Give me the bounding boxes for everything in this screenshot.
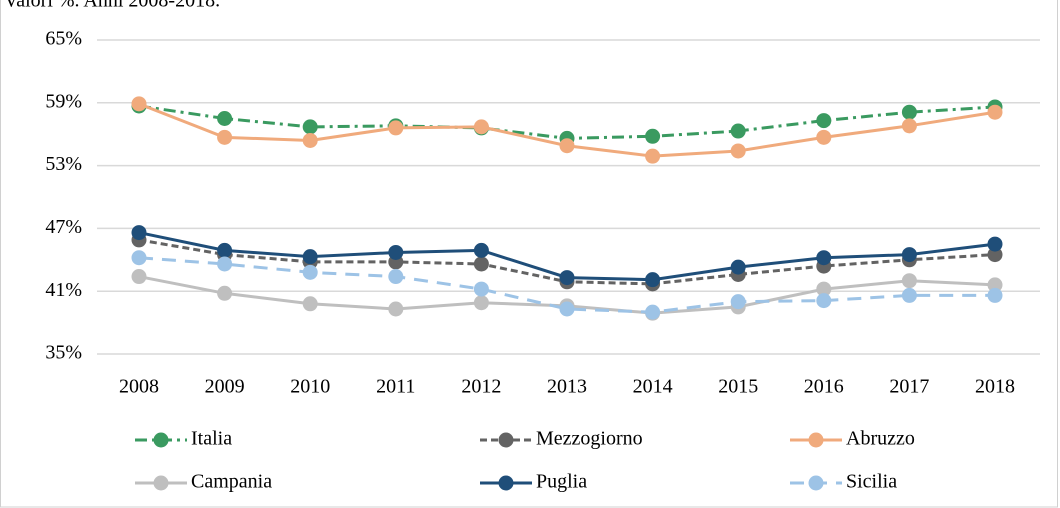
data-point [217, 129, 233, 145]
x-tick-label: 2008 [119, 376, 159, 398]
data-point [901, 104, 917, 120]
y-tick-label: 41% [45, 279, 82, 301]
data-point [645, 128, 661, 144]
data-point [645, 304, 661, 320]
data-point [131, 269, 147, 285]
series-line [138, 256, 995, 314]
legend-marker [153, 475, 169, 491]
legend-marker [153, 432, 169, 448]
data-point [816, 129, 832, 145]
data-point [131, 225, 147, 241]
y-tick-label: 65% [45, 28, 82, 50]
data-point [388, 301, 404, 317]
data-point [131, 96, 147, 112]
data-point [816, 281, 832, 297]
x-tick-label: 2009 [205, 376, 245, 398]
y-tick-label: 53% [45, 153, 82, 175]
x-tick-label: 2017 [889, 376, 929, 398]
data-point [302, 249, 318, 265]
x-tick-label: 2015 [718, 376, 758, 398]
data-point [473, 256, 489, 272]
data-point [816, 113, 832, 129]
legend-label: Puglia [536, 471, 587, 493]
data-point [217, 242, 233, 258]
data-point [302, 119, 318, 135]
data-point [730, 143, 746, 159]
data-point [302, 296, 318, 312]
data-point [302, 132, 318, 148]
legend-marker [498, 475, 514, 491]
y-tick-label: 35% [45, 342, 82, 364]
data-point [473, 281, 489, 297]
data-point [473, 242, 489, 258]
data-point [987, 277, 1003, 293]
data-point [901, 273, 917, 289]
chart-subtitle: Valori %. Anni 2008-2018. [4, 0, 220, 12]
data-point [559, 270, 575, 286]
data-point [730, 294, 746, 310]
data-point [645, 272, 661, 288]
x-tick-label: 2014 [633, 376, 673, 398]
data-point [987, 104, 1003, 120]
data-point [217, 285, 233, 301]
data-point [388, 120, 404, 136]
x-tick-label: 2012 [461, 376, 501, 398]
legend-label: Mezzogiorno [536, 428, 643, 450]
data-point [302, 264, 318, 280]
legend-marker [498, 432, 514, 448]
data-point [131, 250, 147, 266]
data-point [473, 119, 489, 135]
data-point [901, 287, 917, 303]
legend-label: Campania [191, 471, 272, 493]
x-tick-label: 2011 [376, 376, 415, 398]
data-point [987, 247, 1003, 263]
data-point [816, 293, 832, 309]
data-point [987, 236, 1003, 252]
y-tick-label: 47% [45, 216, 82, 238]
data-point [473, 295, 489, 311]
legend-label: Sicilia [846, 471, 897, 493]
data-point [816, 250, 832, 266]
data-point [388, 244, 404, 260]
data-point [987, 287, 1003, 303]
data-point [901, 247, 917, 263]
x-tick-label: 2013 [547, 376, 587, 398]
x-tick-label: 2016 [804, 376, 844, 398]
legend-marker [808, 432, 824, 448]
legend-label: Abruzzo [846, 428, 915, 450]
data-point [388, 269, 404, 285]
data-point [645, 148, 661, 164]
data-point [217, 256, 233, 272]
x-tick-label: 2018 [975, 376, 1015, 398]
data-point [730, 259, 746, 275]
data-point [217, 111, 233, 126]
data-point [559, 301, 575, 317]
x-tick-label: 2010 [290, 376, 330, 398]
data-point [730, 123, 746, 139]
y-tick-label: 59% [45, 90, 82, 112]
legend-label: Italia [191, 428, 232, 450]
data-point [901, 118, 917, 134]
data-point [559, 138, 575, 154]
legend-marker [808, 475, 824, 491]
